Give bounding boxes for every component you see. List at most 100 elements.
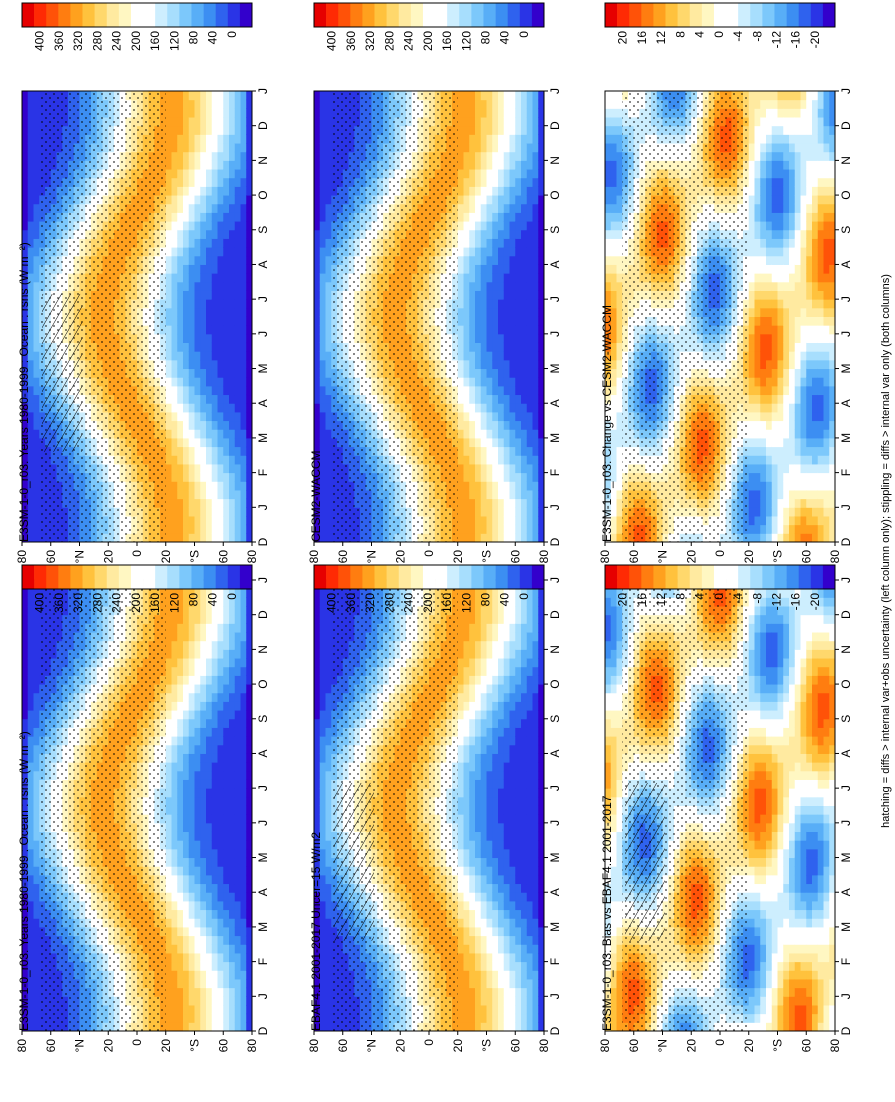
heatmap-cell — [177, 290, 184, 300]
heatmap-cell — [229, 692, 236, 702]
heatmap-cell — [246, 623, 253, 633]
heatmap-cell — [319, 883, 326, 893]
heatmap-cell — [165, 507, 172, 517]
heatmap-cell — [165, 394, 172, 404]
heatmap-cell — [194, 822, 201, 833]
heatmap-cell — [217, 247, 224, 257]
heatmap-cell — [177, 753, 184, 763]
heatmap-cell — [217, 952, 224, 963]
heatmap-cell — [194, 961, 201, 971]
heatmap-cell — [240, 169, 247, 179]
heatmap-cell — [223, 394, 230, 404]
heatmap-cell — [194, 796, 201, 806]
heatmap-cell — [234, 533, 241, 543]
heatmap-cell — [188, 446, 195, 456]
month-tick-label: S — [256, 226, 270, 234]
heatmap-cell — [206, 770, 213, 780]
heatmap-cell — [234, 125, 241, 135]
heatmap-cell — [183, 290, 190, 300]
heatmap-cell — [234, 640, 241, 650]
heatmap-cell — [22, 143, 29, 153]
heatmap-cell — [177, 195, 184, 205]
heatmap-cell — [229, 762, 236, 772]
heatmap-cell — [177, 273, 184, 283]
heatmap-cell — [194, 507, 201, 517]
heatmap-cell — [165, 169, 172, 179]
heatmap-cell — [240, 675, 247, 685]
heatmap-cell — [240, 1013, 247, 1023]
heatmap-cell — [194, 900, 201, 911]
heatmap-cell — [171, 952, 178, 963]
heatmap-cell — [22, 212, 29, 222]
heatmap-cell — [27, 143, 34, 153]
heatmap-cell — [188, 900, 195, 911]
heatmap-cell — [229, 710, 236, 720]
heatmap-cell — [22, 996, 29, 1006]
heatmap-cell — [325, 857, 332, 867]
heatmap-cell — [165, 762, 172, 772]
heatmap-cell — [246, 498, 253, 508]
heatmap-cell — [22, 866, 29, 876]
heatmap-cell — [319, 822, 326, 833]
heatmap-cell — [206, 918, 213, 928]
month-tick-label: J — [256, 993, 270, 999]
heatmap-cell — [229, 1004, 236, 1015]
heatmap-cell — [229, 247, 236, 257]
heatmap-cell — [33, 403, 40, 413]
heatmap-cell — [27, 848, 34, 859]
heatmap-cell — [22, 632, 29, 642]
heatmap-cell — [165, 99, 172, 109]
heatmap-cell — [325, 701, 332, 711]
heatmap-cell — [177, 498, 184, 508]
heatmap-cell — [325, 822, 332, 833]
colorbar-swatch — [143, 565, 156, 589]
heatmap-cell — [27, 394, 34, 404]
heatmap-cell — [229, 229, 236, 239]
heatmap-cell — [27, 125, 34, 135]
heatmap-cell — [194, 169, 201, 179]
heatmap-cell — [27, 290, 34, 300]
heatmap-cell — [240, 134, 247, 144]
heatmap-cell — [240, 935, 247, 945]
heatmap-cell — [33, 770, 40, 780]
heatmap-cell — [188, 385, 195, 396]
heatmap-cell — [183, 351, 190, 361]
heatmap-cell — [240, 900, 247, 911]
heatmap-cell — [171, 666, 178, 676]
heatmap-cell — [165, 429, 172, 439]
heatmap-cell — [234, 455, 241, 465]
heatmap-cell — [234, 186, 241, 196]
heatmap-cell — [22, 874, 29, 885]
heatmap-cell — [217, 996, 224, 1006]
heatmap-cell — [27, 978, 34, 989]
heatmap-cell — [183, 472, 190, 482]
heatmap-cell — [234, 151, 241, 161]
heatmap-cell — [229, 909, 236, 919]
heatmap-cell — [206, 718, 213, 728]
colorbar-tick-label: 160 — [148, 31, 162, 51]
heatmap-cell — [314, 623, 321, 633]
heatmap-cell — [177, 805, 184, 815]
heatmap-cell — [188, 675, 195, 685]
heatmap-cell — [188, 909, 195, 919]
heatmap-cell — [206, 987, 213, 997]
colorbar-swatch — [94, 565, 108, 589]
heatmap-cell — [200, 229, 207, 239]
heatmap-cell — [229, 658, 236, 668]
heatmap-cell — [188, 351, 195, 361]
heatmap-cell — [27, 623, 34, 633]
heatmap-cell — [240, 472, 247, 482]
heatmap-cell — [246, 463, 253, 474]
heatmap-cell — [188, 281, 195, 291]
heatmap-cell — [217, 658, 224, 668]
heatmap-cell — [183, 675, 190, 685]
heatmap-cell — [206, 446, 213, 456]
heatmap-cell — [234, 909, 241, 919]
heatmap-cell — [240, 710, 247, 720]
heatmap-cell — [188, 481, 195, 491]
heatmap-cell — [171, 351, 178, 361]
heatmap-cell — [217, 420, 224, 430]
heatmap-cell — [165, 229, 172, 239]
heatmap-cell — [234, 195, 241, 205]
heatmap-cell — [200, 281, 207, 291]
